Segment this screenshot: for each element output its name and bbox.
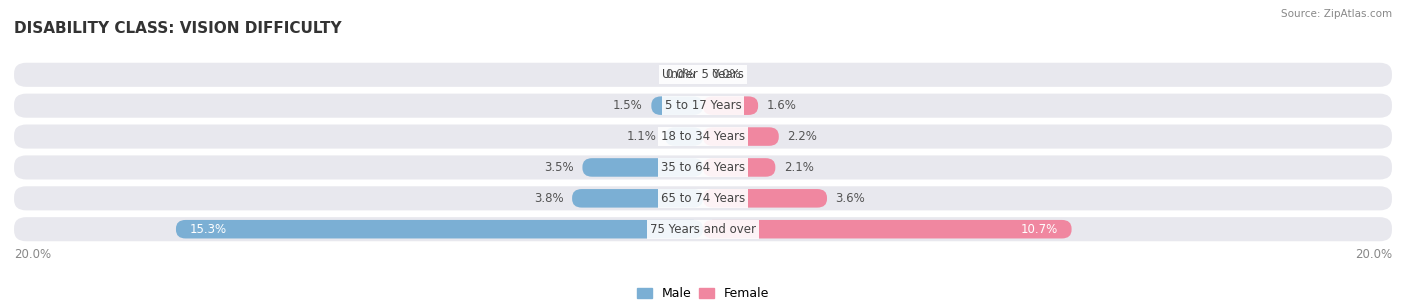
FancyBboxPatch shape — [176, 220, 703, 238]
FancyBboxPatch shape — [665, 127, 703, 146]
Text: 65 to 74 Years: 65 to 74 Years — [661, 192, 745, 205]
Legend: Male, Female: Male, Female — [631, 282, 775, 304]
Text: 3.6%: 3.6% — [835, 192, 865, 205]
Text: 3.8%: 3.8% — [534, 192, 564, 205]
Text: Source: ZipAtlas.com: Source: ZipAtlas.com — [1281, 9, 1392, 19]
FancyBboxPatch shape — [703, 127, 779, 146]
Text: 1.1%: 1.1% — [627, 130, 657, 143]
FancyBboxPatch shape — [582, 158, 703, 177]
Text: 3.5%: 3.5% — [544, 161, 574, 174]
Text: 10.7%: 10.7% — [1021, 223, 1057, 236]
Text: 75 Years and over: 75 Years and over — [650, 223, 756, 236]
FancyBboxPatch shape — [14, 217, 1392, 241]
Text: 1.6%: 1.6% — [766, 99, 797, 112]
FancyBboxPatch shape — [651, 96, 703, 115]
Text: 35 to 64 Years: 35 to 64 Years — [661, 161, 745, 174]
FancyBboxPatch shape — [14, 63, 1392, 87]
Text: 18 to 34 Years: 18 to 34 Years — [661, 130, 745, 143]
Text: 0.0%: 0.0% — [711, 68, 741, 81]
Text: 0.0%: 0.0% — [665, 68, 695, 81]
Text: 2.1%: 2.1% — [785, 161, 814, 174]
Text: DISABILITY CLASS: VISION DIFFICULTY: DISABILITY CLASS: VISION DIFFICULTY — [14, 21, 342, 36]
FancyBboxPatch shape — [14, 94, 1392, 118]
Text: Under 5 Years: Under 5 Years — [662, 68, 744, 81]
FancyBboxPatch shape — [703, 158, 775, 177]
Text: 2.2%: 2.2% — [787, 130, 817, 143]
FancyBboxPatch shape — [703, 96, 758, 115]
Text: 5 to 17 Years: 5 to 17 Years — [665, 99, 741, 112]
Text: 15.3%: 15.3% — [190, 223, 226, 236]
Text: 20.0%: 20.0% — [1355, 248, 1392, 261]
FancyBboxPatch shape — [703, 220, 1071, 238]
Text: 1.5%: 1.5% — [613, 99, 643, 112]
FancyBboxPatch shape — [703, 189, 827, 208]
FancyBboxPatch shape — [14, 125, 1392, 149]
FancyBboxPatch shape — [572, 189, 703, 208]
FancyBboxPatch shape — [14, 186, 1392, 210]
FancyBboxPatch shape — [14, 155, 1392, 179]
Text: 20.0%: 20.0% — [14, 248, 51, 261]
